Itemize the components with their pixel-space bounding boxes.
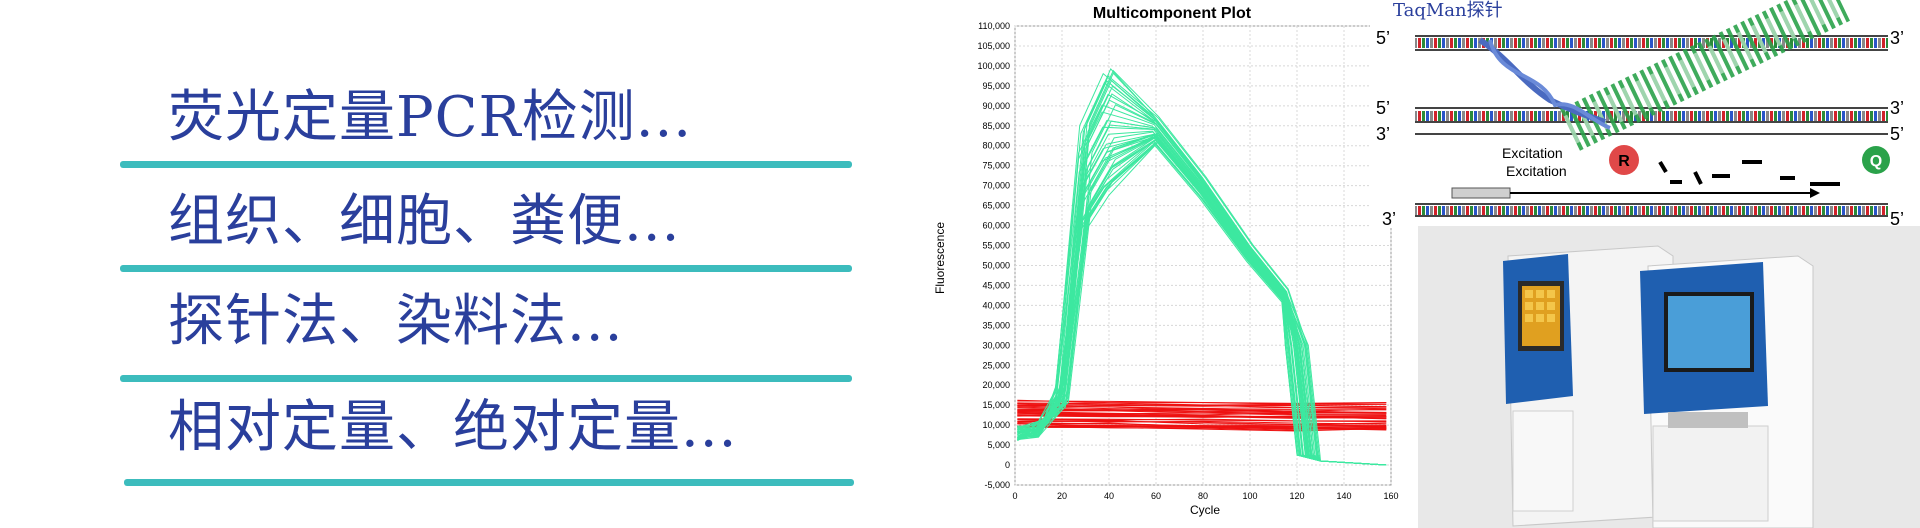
y-tick-label: -5,000 [984, 480, 1010, 490]
y-tick-label: 65,000 [982, 201, 1010, 211]
instrument-right [1640, 255, 1814, 528]
qpcr-instrument-photo [1418, 226, 1920, 528]
strand-5-label-1: 5’ [1376, 28, 1390, 48]
y-tick-label: 85,000 [982, 121, 1010, 131]
extension-arrow [1451, 187, 1820, 199]
x-tick-label: 40 [1104, 491, 1114, 501]
list-item: 组织、细胞、粪便... [168, 189, 681, 254]
red-curve [1017, 418, 1387, 422]
y-tick-label: 75,000 [982, 161, 1010, 171]
x-tick-label: 100 [1242, 491, 1257, 501]
y-tick-label: 25,000 [982, 360, 1010, 370]
green-curve [1017, 141, 1387, 466]
x-tick-label: 140 [1336, 491, 1351, 501]
y-axis-label: Fluorescence [933, 222, 947, 294]
y-tick-label: 5,000 [987, 440, 1010, 450]
x-tick-label: 160 [1383, 491, 1398, 501]
red-curve [1017, 425, 1387, 429]
red-curve [1017, 425, 1387, 431]
x-tick-label: 20 [1057, 491, 1067, 501]
x-tick-labels: 0 20 40 60 80 100 120 140 160 [1012, 491, 1398, 501]
instrument-left [1503, 245, 1674, 527]
excitation-label-1: Excitation [1502, 145, 1563, 161]
excitation-label-2: Excitation [1506, 163, 1567, 179]
list-item: 荧光定量PCR检测... [168, 85, 693, 150]
y-tick-label: 110,000 [978, 21, 1010, 31]
quencher-dye [1862, 146, 1890, 174]
y-tick-label: 105,000 [977, 41, 1010, 51]
probe-strand [1478, 37, 1611, 130]
x-tick-label: 80 [1198, 491, 1208, 501]
strand-3-label-3: 3’ [1376, 124, 1390, 144]
x-tick-label: 60 [1151, 491, 1161, 501]
divider [120, 375, 852, 382]
divider [124, 479, 854, 486]
red-curve [1017, 402, 1387, 408]
red-curve [1017, 409, 1387, 415]
strand-3-label-1: 3’ [1890, 28, 1904, 48]
y-tick-label: 30,000 [982, 340, 1010, 350]
quencher-label: Q [1870, 153, 1882, 170]
green-curve [1017, 111, 1387, 466]
y-tick-label: 35,000 [982, 320, 1010, 330]
list-item: 相对定量、绝对定量... [168, 395, 738, 460]
chart-title: Multicomponent Plot [1093, 5, 1252, 22]
y-tick-label: 15,000 [982, 400, 1010, 410]
y-tick-label: 60,000 [982, 221, 1010, 231]
y-tick-label: 50,000 [982, 260, 1010, 270]
y-tick-labels: -5,000 0 5,000 10,000 15,000 20,000 25,000 30,0… [977, 21, 1010, 490]
strand-5-label-2: 5’ [1376, 98, 1390, 118]
y-tick-label: 95,000 [982, 81, 1010, 91]
y-tick-label: 10,000 [982, 420, 1010, 430]
green-curve [1017, 69, 1387, 466]
plot-area [1014, 25, 1392, 486]
y-tick-label: 100,000 [977, 61, 1010, 71]
y-tick-label: 0 [1005, 460, 1010, 470]
red-curve [1017, 408, 1387, 414]
strand-5-label-3: 5’ [1890, 124, 1904, 144]
x-axis-label: Cycle [1190, 503, 1220, 517]
green-curve [1017, 132, 1387, 466]
taqman-probe-diagram: TaqMan探针 5’ 3’ 5’ 3’ 3’ 5’ 3’ 5’ [1370, 0, 1920, 228]
y-tick-label: 80,000 [982, 141, 1010, 151]
polymerase-helix [1560, 0, 1850, 151]
red-curve [1017, 425, 1387, 431]
y-tick-label: 45,000 [982, 280, 1010, 290]
strand-5-label-4: 5’ [1890, 209, 1904, 228]
taqman-title: TaqMan探针 [1393, 0, 1503, 21]
y-tick-label: 40,000 [982, 300, 1010, 310]
green-curve [1017, 68, 1387, 466]
y-tick-label: 20,000 [982, 380, 1010, 390]
green-curve [1017, 143, 1387, 466]
strand-3-label-4: 3’ [1382, 209, 1396, 228]
reporter-dye [1609, 145, 1639, 175]
y-tick-label: 90,000 [982, 101, 1010, 111]
x-tick-label: 0 [1012, 491, 1017, 501]
red-curve [1017, 399, 1387, 405]
x-tick-label: 120 [1289, 491, 1304, 501]
strand-3-label-2: 3’ [1890, 98, 1904, 118]
probe-fragments [1658, 160, 1840, 186]
red-curve [1017, 410, 1387, 414]
divider [120, 265, 852, 272]
red-curve [1017, 406, 1387, 412]
y-tick-label: 55,000 [982, 241, 1010, 251]
red-curve [1017, 413, 1387, 419]
dna-strand-bottom [1415, 203, 1888, 217]
red-curve [1017, 404, 1387, 410]
divider [120, 161, 852, 168]
list-item: 探针法、染料法... [168, 289, 624, 354]
red-curve [1017, 419, 1387, 425]
y-tick-label: 70,000 [982, 181, 1010, 191]
green-curve [1017, 137, 1387, 466]
multicomponent-plot: Multicomponent Plot -5,00005,00010,00015… [933, 5, 1399, 517]
green-curve [1017, 133, 1387, 466]
reporter-label: R [1618, 153, 1630, 170]
